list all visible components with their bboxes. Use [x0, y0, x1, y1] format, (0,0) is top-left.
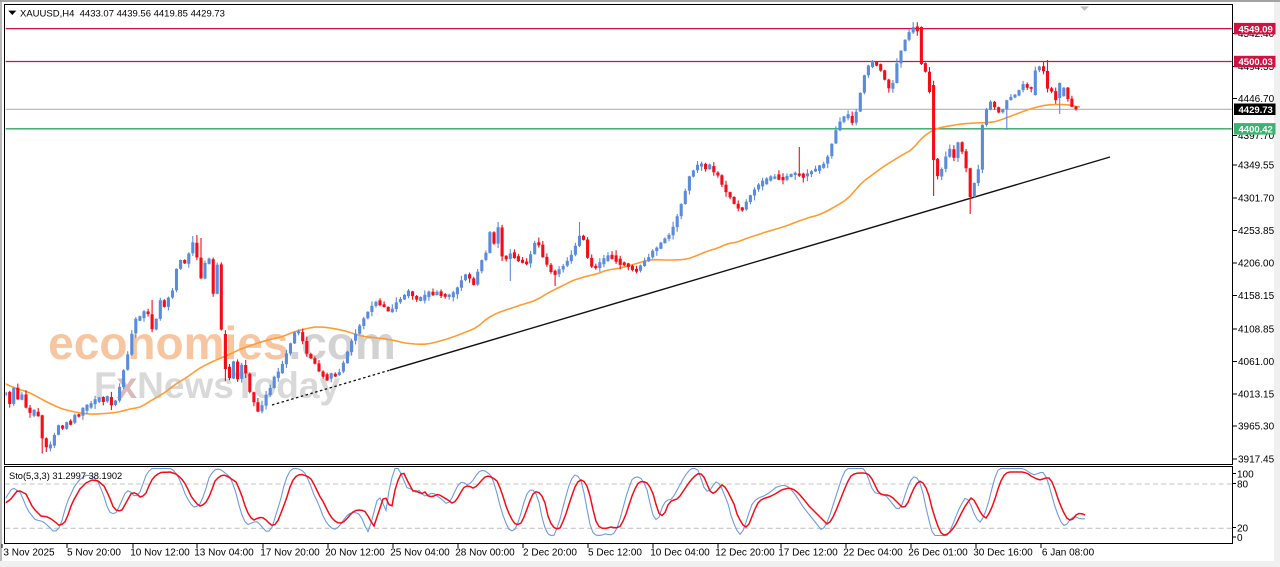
- svg-text:0: 0: [1237, 533, 1243, 544]
- svg-text:30 Dec 16:00: 30 Dec 16:00: [973, 548, 1033, 559]
- svg-text:12 Dec 20:00: 12 Dec 20:00: [715, 548, 775, 559]
- svg-text:4494.55: 4494.55: [1238, 62, 1275, 73]
- svg-text:3917.45: 3917.45: [1238, 455, 1275, 466]
- svg-text:17 Nov 20:00: 17 Nov 20:00: [260, 548, 320, 559]
- svg-text:13 Nov 04:00: 13 Nov 04:00: [194, 548, 254, 559]
- svg-text:4397.70: 4397.70: [1238, 131, 1275, 142]
- svg-text:20 Nov 12:00: 20 Nov 12:00: [325, 548, 385, 559]
- svg-text:28 Nov 00:00: 28 Nov 00:00: [455, 548, 515, 559]
- svg-text:25 Nov 04:00: 25 Nov 04:00: [390, 548, 450, 559]
- svg-text:4429.73: 4429.73: [1239, 105, 1273, 116]
- svg-text:4061.00: 4061.00: [1238, 357, 1275, 368]
- svg-text:100: 100: [1237, 470, 1254, 481]
- svg-text:17 Dec 12:00: 17 Dec 12:00: [778, 548, 838, 559]
- svg-text:4158.15: 4158.15: [1238, 291, 1275, 302]
- svg-text:4542.40: 4542.40: [1238, 29, 1275, 40]
- svg-text:3965.30: 3965.30: [1238, 422, 1275, 433]
- svg-text:6 Jan 08:00: 6 Jan 08:00: [1042, 548, 1095, 559]
- svg-text:26 Dec 01:00: 26 Dec 01:00: [908, 548, 968, 559]
- svg-text:Sto(5,3,3) 31.2997 38.1902: Sto(5,3,3) 31.2997 38.1902: [9, 471, 122, 481]
- svg-text:4301.70: 4301.70: [1238, 194, 1275, 205]
- svg-text:3 Nov 2025: 3 Nov 2025: [3, 548, 55, 559]
- svg-text:22 Dec 04:00: 22 Dec 04:00: [843, 548, 903, 559]
- svg-text:10 Dec 04:00: 10 Dec 04:00: [650, 548, 710, 559]
- svg-text:4253.85: 4253.85: [1238, 226, 1275, 237]
- svg-text:2 Dec 20:00: 2 Dec 20:00: [523, 548, 577, 559]
- svg-text:4500.03: 4500.03: [1239, 57, 1273, 68]
- svg-text:4206.00: 4206.00: [1238, 259, 1275, 270]
- svg-text:80: 80: [1237, 480, 1249, 491]
- svg-text:5 Dec 12:00: 5 Dec 12:00: [588, 548, 642, 559]
- svg-text:FxNewsToday: FxNewsToday: [94, 365, 340, 406]
- svg-text:10 Nov 12:00: 10 Nov 12:00: [130, 548, 190, 559]
- svg-text:5 Nov 20:00: 5 Nov 20:00: [67, 548, 121, 559]
- svg-text:XAUUSD,H4 4433.07 4439.56 441: XAUUSD,H4 4433.07 4439.56 4419.85 4429.7…: [20, 9, 225, 20]
- svg-text:4446.70: 4446.70: [1238, 94, 1275, 105]
- svg-text:4013.15: 4013.15: [1238, 390, 1275, 401]
- svg-text:4400.42: 4400.42: [1239, 125, 1273, 136]
- svg-text:4349.55: 4349.55: [1238, 161, 1275, 172]
- svg-text:4108.85: 4108.85: [1238, 325, 1275, 336]
- svg-text:4549.09: 4549.09: [1239, 24, 1273, 35]
- svg-text:20: 20: [1237, 524, 1249, 535]
